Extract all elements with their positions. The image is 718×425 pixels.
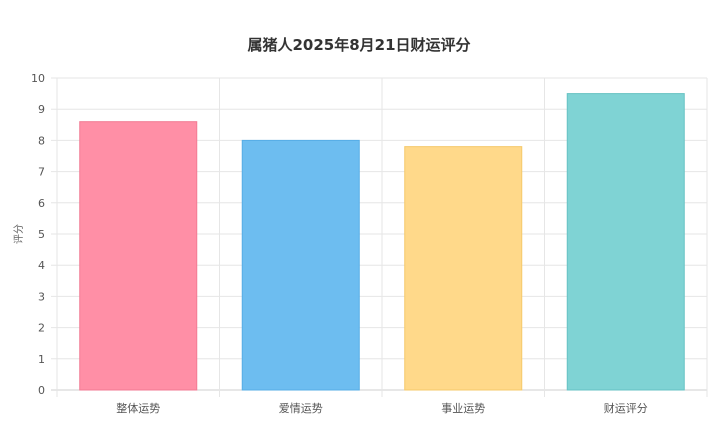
y-tick-label: 8 [38, 134, 45, 147]
y-axis-label: 评分 [13, 224, 25, 244]
x-tick-label: 财运评分 [604, 401, 648, 415]
y-tick-label: 6 [38, 197, 45, 210]
bar-3 [404, 146, 523, 391]
y-tick-label: 7 [38, 166, 45, 179]
y-tick-label: 10 [31, 72, 45, 85]
y-tick-label: 4 [38, 259, 45, 272]
bars-group [79, 93, 685, 391]
y-tick-label: 3 [38, 290, 45, 303]
chart-title: 属猪人2025年8月21日财运评分 [247, 36, 470, 54]
y-tick-label: 5 [38, 228, 45, 241]
x-tick-label: 整体运势 [116, 401, 160, 415]
y-tick-label: 0 [38, 384, 45, 397]
x-tick-labels: 整体运势 爱情运势 事业运势 财运评分 [116, 401, 648, 415]
x-tick-label: 爱情运势 [279, 402, 323, 415]
bar-2 [241, 139, 360, 391]
y-tick-label: 2 [38, 322, 45, 335]
x-tick-label: 事业运势 [441, 402, 485, 415]
bar-4 [566, 93, 685, 391]
bar-1 [79, 121, 198, 391]
y-tick-label: 1 [38, 353, 45, 366]
y-tick-label: 9 [38, 103, 45, 116]
y-tick-labels: 0 1 2 3 4 5 6 7 8 9 10 [31, 72, 45, 397]
